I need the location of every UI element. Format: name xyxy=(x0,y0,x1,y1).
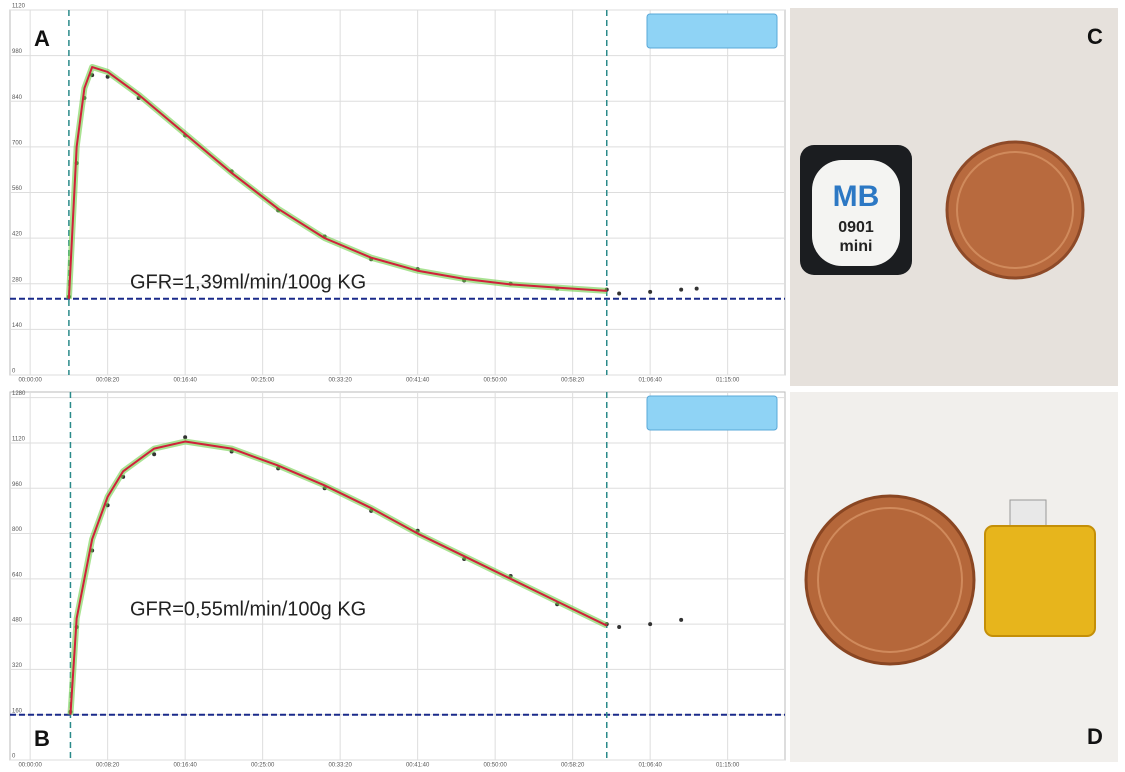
x-tick-label: 00:50:00 xyxy=(483,378,507,384)
panel-label: C xyxy=(1087,24,1103,49)
y-tick-label: 640 xyxy=(12,572,23,578)
y-tick-label: 320 xyxy=(12,663,23,669)
x-tick-label: 00:08:20 xyxy=(96,378,120,384)
y-tick-label: 480 xyxy=(12,618,23,624)
data-point xyxy=(695,287,699,291)
y-tick-label: 420 xyxy=(12,232,23,238)
annotation: GFR=1,39ml/min/100g KG xyxy=(130,271,366,293)
y-tick-label: 280 xyxy=(12,277,23,283)
x-tick-label: 00:41:40 xyxy=(406,763,430,767)
x-tick-label: 00:50:00 xyxy=(483,763,507,767)
x-tick-label: 00:25:00 xyxy=(251,378,275,384)
y-tick-label: 980 xyxy=(12,49,23,55)
x-tick-label: 00:58:20 xyxy=(561,763,585,767)
plot-area xyxy=(10,392,785,760)
coin xyxy=(947,142,1083,278)
y-tick-label: 560 xyxy=(12,186,23,192)
x-tick-label: 01:06:40 xyxy=(638,378,662,384)
x-tick-label: 00:41:40 xyxy=(406,378,430,384)
x-tick-label: 00:33:20 xyxy=(328,378,352,384)
data-point xyxy=(679,288,683,292)
connector xyxy=(1010,500,1046,528)
y-tick-label: 840 xyxy=(12,95,23,101)
y-tick-label: 800 xyxy=(12,527,23,533)
annotation: GFR=0,55ml/min/100g KG xyxy=(130,598,366,620)
chip-text: MB xyxy=(833,180,880,213)
chip-text: mini xyxy=(840,238,873,255)
data-point xyxy=(617,625,621,629)
x-tick-label: 01:06:40 xyxy=(638,763,662,767)
y-tick-label: 700 xyxy=(12,140,23,146)
x-tick-label: 00:00:00 xyxy=(18,763,42,767)
page: {"chart_data": [ {"type": "line", "panel… xyxy=(0,0,1125,767)
panel-label: A xyxy=(34,26,50,51)
data-point xyxy=(648,290,652,294)
x-tick-label: 00:08:20 xyxy=(96,763,120,767)
x-tick-label: 00:16:40 xyxy=(173,763,197,767)
panel-label: B xyxy=(34,726,50,751)
panel-label: D xyxy=(1087,724,1103,749)
data-point xyxy=(617,292,621,296)
x-tick-label: 00:00:00 xyxy=(18,378,42,384)
x-tick-label: 01:15:00 xyxy=(716,378,740,384)
data-point xyxy=(679,618,683,622)
y-tick-label: 960 xyxy=(12,482,23,488)
figure: MB 0901 mini C D 01402804205607008409801… xyxy=(0,0,1125,767)
chip-text: 0901 xyxy=(838,219,874,236)
x-tick-label: 01:15:00 xyxy=(716,763,740,767)
legend-box xyxy=(647,14,777,48)
x-tick-label: 00:33:20 xyxy=(328,763,352,767)
coin xyxy=(806,496,974,664)
y-tick-label: 160 xyxy=(12,708,23,714)
y-tick-label: 1280 xyxy=(12,391,26,397)
x-tick-label: 00:16:40 xyxy=(173,378,197,384)
battery xyxy=(985,526,1095,636)
x-tick-label: 00:58:20 xyxy=(561,378,585,384)
data-point xyxy=(648,622,652,626)
legend-box xyxy=(647,396,777,430)
y-tick-label: 1120 xyxy=(12,437,26,443)
y-tick-label: 140 xyxy=(12,323,23,329)
x-tick-label: 00:25:00 xyxy=(251,763,275,767)
y-tick-label: 1120 xyxy=(12,4,26,10)
